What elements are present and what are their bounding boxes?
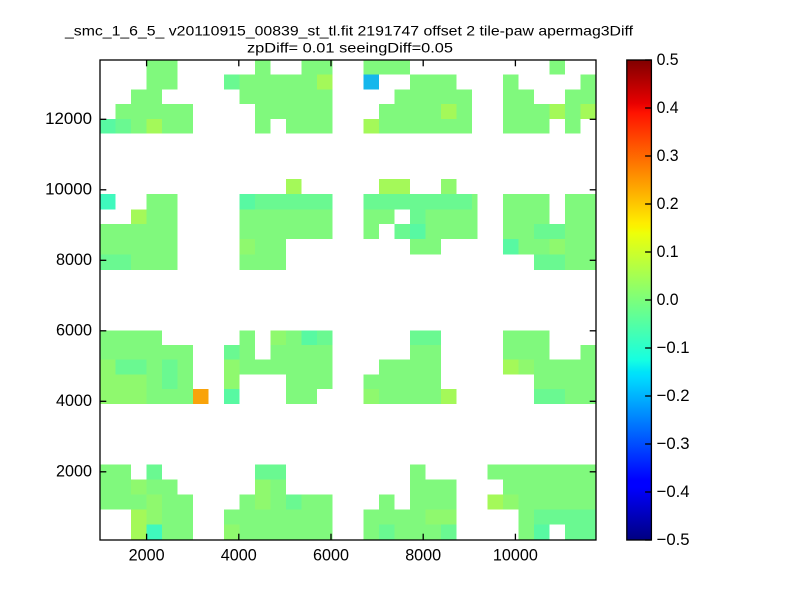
svg-text:_smc_1_6_5_ v20110915_00839_st: _smc_1_6_5_ v20110915_00839_st_tl.fit 21… <box>64 23 633 39</box>
svg-text:0.1: 0.1 <box>657 242 679 261</box>
svg-text:0.0: 0.0 <box>657 290 679 309</box>
svg-text:6000: 6000 <box>56 321 92 340</box>
svg-text:0.5: 0.5 <box>657 50 679 69</box>
svg-text:2000: 2000 <box>129 545 165 564</box>
svg-text:−0.5: −0.5 <box>657 530 690 549</box>
svg-text:0.4: 0.4 <box>657 98 679 117</box>
svg-text:6000: 6000 <box>313 545 349 564</box>
svg-text:8000: 8000 <box>56 250 92 269</box>
svg-text:0.3: 0.3 <box>657 146 679 165</box>
svg-text:−0.4: −0.4 <box>657 482 690 501</box>
svg-text:−0.3: −0.3 <box>657 434 690 453</box>
svg-text:10000: 10000 <box>493 545 538 564</box>
svg-text:2000: 2000 <box>56 462 92 481</box>
svg-text:−0.2: −0.2 <box>657 386 690 405</box>
svg-text:12000: 12000 <box>45 109 92 128</box>
svg-text:8000: 8000 <box>405 545 441 564</box>
svg-text:4000: 4000 <box>221 545 257 564</box>
svg-text:zpDiff= 0.01 seeingDiff=0.05: zpDiff= 0.01 seeingDiff=0.05 <box>247 39 453 55</box>
svg-text:0.2: 0.2 <box>657 194 679 213</box>
svg-text:10000: 10000 <box>45 180 92 199</box>
svg-text:−0.1: −0.1 <box>657 338 690 357</box>
svg-text:4000: 4000 <box>56 391 92 410</box>
